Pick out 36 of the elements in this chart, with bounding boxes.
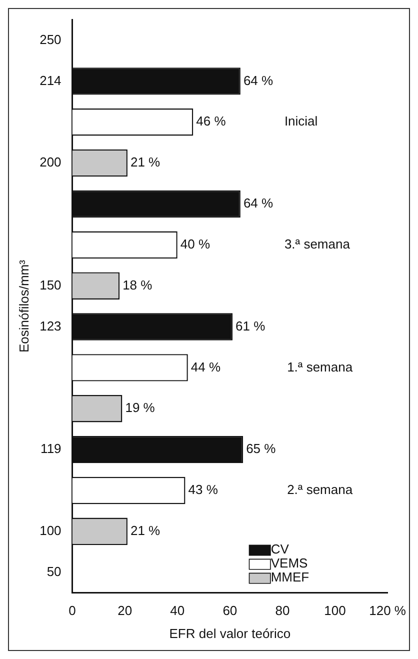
data-label: 44 % bbox=[190, 359, 221, 374]
x-tick-label: 40 bbox=[170, 603, 185, 618]
x-axis-title: EFR del valor teórico bbox=[169, 626, 291, 641]
data-label: 21 % bbox=[130, 154, 161, 170]
data-label: 64 % bbox=[243, 72, 274, 88]
y-tick-label: 50 bbox=[46, 564, 62, 579]
y-tick-label: 150 bbox=[40, 277, 62, 292]
data-label: 21 % bbox=[130, 522, 161, 538]
x-tick-label: 80 bbox=[275, 603, 290, 618]
y-tick-label: 200 bbox=[40, 154, 62, 170]
data-label: 19 % bbox=[125, 400, 156, 416]
annotation: 1.ª semana bbox=[287, 359, 354, 374]
legend-label: VEMS bbox=[270, 555, 308, 570]
y-tick-label: 100 bbox=[40, 522, 62, 538]
data-label: 18 % bbox=[122, 277, 153, 292]
y-axis-title: Eosinófilos/mm³ bbox=[16, 259, 32, 353]
data-label: 46 % bbox=[196, 114, 226, 129]
y-tick-label: 214 bbox=[40, 72, 62, 88]
x-tick-label: 0 bbox=[68, 603, 76, 618]
x-tick-label: 100 bbox=[324, 603, 346, 618]
x-tick-label: 120 % bbox=[369, 603, 406, 618]
data-label: 61 % bbox=[236, 318, 266, 334]
data-label: 40 % bbox=[180, 236, 210, 252]
y-tick-label: 250 bbox=[40, 32, 62, 47]
legend-label: MMEF bbox=[270, 569, 310, 584]
annotation: 3.ª semana bbox=[284, 236, 351, 252]
data-label: 64 % bbox=[243, 196, 274, 211]
annotation: 2.ª semana bbox=[287, 482, 354, 498]
x-tick-label: 60 bbox=[222, 603, 238, 618]
data-label: 43 % bbox=[188, 482, 218, 498]
annotation: Inicial bbox=[284, 114, 318, 129]
y-tick-label: 119 bbox=[40, 441, 62, 456]
legend-label: CV bbox=[270, 541, 290, 556]
data-label: 65 % bbox=[246, 441, 276, 456]
x-tick-label: 20 bbox=[118, 603, 132, 618]
y-tick-label: 123 bbox=[40, 318, 62, 334]
